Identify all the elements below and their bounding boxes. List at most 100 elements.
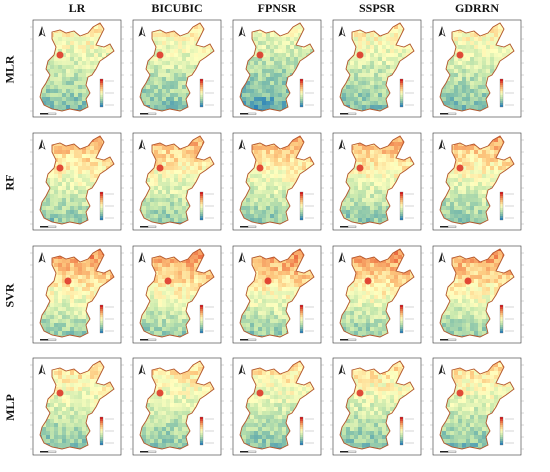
raster-cell: [74, 33, 78, 37]
raster-cell: [440, 101, 442, 105]
raster-cell: [158, 25, 162, 29]
raster-cell: [50, 210, 54, 214]
raster-cell: [442, 69, 446, 73]
raster-cell: [430, 17, 434, 21]
raster-cell: [62, 210, 66, 214]
raster-cell: [218, 158, 222, 162]
raster-cell: [246, 29, 250, 33]
raster-cell: [166, 65, 170, 69]
raster-cell: [262, 25, 266, 29]
raster-cell: [140, 45, 142, 49]
raster-cell: [258, 158, 262, 162]
raster-cell: [442, 45, 446, 49]
raster-cell: [178, 65, 182, 69]
raster-cell: [474, 25, 478, 29]
raster-cell: [78, 138, 82, 142]
raster-cell: [74, 182, 78, 186]
raster-cell: [250, 93, 254, 97]
raster-cell: [440, 69, 442, 73]
raster-cell: [210, 17, 214, 21]
raster-cell: [506, 37, 510, 41]
raster-cell: [58, 33, 62, 37]
hotspot-mark: [456, 51, 464, 59]
raster-cell: [240, 101, 242, 105]
raster-cell: [218, 81, 222, 85]
raster-cell: [434, 109, 438, 113]
raster-cell: [82, 37, 86, 41]
raster-cell: [210, 77, 214, 81]
raster-cell: [486, 41, 490, 45]
raster-cell: [82, 194, 86, 198]
raster-cell: [90, 33, 94, 37]
raster-cell: [298, 130, 302, 134]
raster-cell: [170, 182, 174, 186]
raster-cell: [166, 198, 170, 202]
raster-cell: [230, 89, 234, 93]
raster-cell: [114, 45, 118, 49]
raster-cell: [42, 85, 46, 89]
raster-cell: [386, 33, 390, 37]
raster-cell: [242, 97, 246, 101]
raster-cell: [254, 65, 258, 69]
raster-cell: [278, 198, 282, 202]
raster-cell: [78, 97, 82, 101]
raster-cell: [62, 174, 66, 178]
raster-cell: [454, 25, 458, 29]
raster-cell: [140, 57, 142, 61]
raster-cell: [294, 109, 298, 111]
raster-cell: [134, 130, 138, 134]
raster-cell: [246, 174, 250, 178]
raster-cell: [278, 202, 282, 206]
raster-cell: [122, 206, 124, 210]
raster-cell: [240, 206, 242, 210]
raster-cell: [386, 49, 390, 53]
raster-cell: [94, 146, 98, 150]
raster-cell: [198, 138, 202, 142]
raster-cell: [34, 182, 38, 186]
raster-cell: [150, 186, 154, 190]
raster-cell: [186, 182, 190, 186]
raster-cell: [98, 146, 102, 150]
raster-cell: [54, 23, 58, 25]
legend-swatch: [100, 218, 103, 220]
raster-cell: [110, 136, 114, 138]
raster-cell: [40, 198, 42, 202]
raster-cell: [150, 162, 154, 166]
legend-swatch: [200, 83, 203, 85]
raster-cell: [30, 202, 34, 206]
raster-cell: [86, 53, 90, 57]
raster-cell: [422, 113, 424, 117]
raster-cell: [270, 33, 274, 37]
raster-cell: [362, 89, 366, 93]
raster-cell: [482, 105, 486, 109]
raster-cell: [66, 97, 70, 101]
raster-cell: [258, 138, 262, 142]
raster-cell: [350, 17, 354, 21]
raster-cell: [102, 37, 106, 41]
raster-cell: [194, 198, 198, 202]
raster-cell: [442, 23, 446, 25]
raster-cell: [58, 65, 62, 69]
raster-cell: [514, 77, 518, 81]
raster-cell: [322, 65, 324, 69]
raster-cell: [446, 109, 450, 111]
raster-cell: [234, 45, 238, 49]
raster-cell: [218, 194, 222, 198]
raster-cell: [506, 105, 510, 109]
raster-cell: [154, 69, 158, 73]
raster-cell: [110, 61, 114, 65]
raster-cell: [50, 57, 54, 61]
raster-cell: [102, 61, 106, 65]
row-header: SVR: [0, 245, 20, 345]
raster-cell: [182, 45, 186, 49]
raster-cell: [222, 57, 224, 61]
raster-cell: [470, 105, 474, 109]
raster-cell: [194, 194, 198, 198]
raster-cell: [74, 190, 78, 194]
raster-cell: [506, 45, 510, 49]
raster-cell: [406, 97, 410, 101]
raster-cell: [490, 57, 494, 61]
raster-cell: [470, 23, 474, 25]
raster-cell: [154, 33, 158, 37]
raster-cell: [130, 81, 134, 85]
